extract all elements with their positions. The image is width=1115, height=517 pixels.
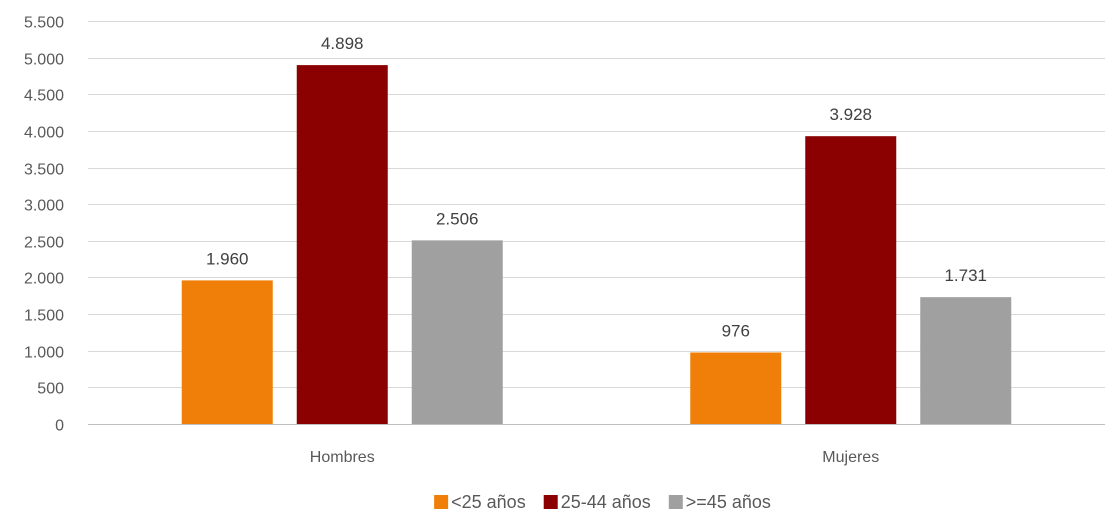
data-label: 3.928 bbox=[829, 105, 872, 124]
y-tick-label: 1.500 bbox=[24, 308, 64, 325]
y-tick-label: 2.500 bbox=[24, 235, 64, 252]
legend-label: <25 años bbox=[451, 492, 526, 512]
data-label: 2.506 bbox=[436, 209, 479, 228]
legend-label: 25-44 años bbox=[561, 492, 651, 512]
y-axis-tick-labels: 0 500 1.000 1.500 2.000 2.500 3.000 3.500 4.000 4… bbox=[24, 15, 64, 435]
y-tick-label: 5.000 bbox=[24, 52, 64, 69]
legend-swatch bbox=[543, 495, 558, 509]
legend-swatch bbox=[434, 495, 449, 509]
bar bbox=[805, 136, 897, 424]
category-labels: Hombres Mujeres bbox=[310, 449, 879, 466]
bars bbox=[181, 65, 1012, 425]
y-tick-label: 500 bbox=[37, 381, 64, 398]
data-labels: 1.960 4.898 2.506 976 3.928 1.731 bbox=[206, 34, 987, 340]
bar bbox=[920, 297, 1012, 424]
bar bbox=[296, 65, 388, 425]
legend-label: >=45 años bbox=[686, 492, 771, 512]
legend: <25 años 25-44 años >=45 años bbox=[434, 492, 771, 512]
category-label: Hombres bbox=[310, 449, 375, 466]
category-label: Mujeres bbox=[822, 449, 879, 466]
y-tick-label: 0 bbox=[55, 418, 64, 435]
bar bbox=[690, 352, 782, 424]
y-tick-label: 4.500 bbox=[24, 88, 64, 105]
data-label: 1.960 bbox=[206, 249, 249, 268]
y-tick-label: 3.000 bbox=[24, 198, 64, 215]
y-tick-label: 5.500 bbox=[24, 15, 64, 32]
y-tick-label: 2.000 bbox=[24, 271, 64, 288]
legend-swatch bbox=[668, 495, 683, 509]
y-tick-label: 4.000 bbox=[24, 125, 64, 142]
bar bbox=[411, 240, 503, 424]
data-label: 1.731 bbox=[944, 266, 987, 285]
bar bbox=[181, 280, 273, 424]
data-label: 4.898 bbox=[321, 34, 364, 53]
y-tick-label: 1.000 bbox=[24, 345, 64, 362]
y-tick-label: 3.500 bbox=[24, 162, 64, 179]
data-label: 976 bbox=[722, 321, 750, 340]
